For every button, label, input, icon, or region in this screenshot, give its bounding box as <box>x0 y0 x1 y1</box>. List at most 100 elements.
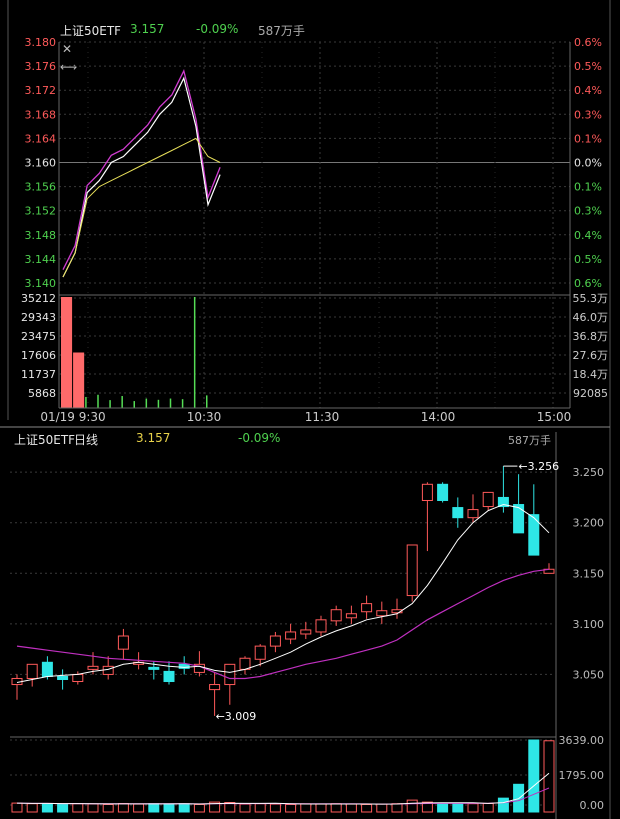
resize-icon[interactable]: ⟷ <box>60 60 78 74</box>
daily-volume-bar <box>497 797 509 813</box>
candlestick <box>163 670 175 683</box>
daily-volume-bar <box>300 803 312 813</box>
daily-price: 3.157 <box>136 431 171 445</box>
candlestick <box>117 635 129 650</box>
daily-volume-bar <box>193 803 205 813</box>
daily-change: -0.09% <box>238 431 281 445</box>
volume-bar <box>181 399 184 408</box>
volume-bar <box>206 395 208 408</box>
candlestick <box>72 673 84 683</box>
candlestick <box>87 665 99 670</box>
candlestick <box>528 514 540 556</box>
candlestick <box>102 665 114 675</box>
price-line <box>62 76 221 278</box>
pct-tick-label: 0.6% <box>574 36 602 49</box>
volume-tick-label: 17606 <box>21 349 56 362</box>
daily-volume: 587万手 <box>508 434 551 447</box>
price-tick-label: 3.180 <box>25 36 57 49</box>
daily-volume-tick-label: 0.00 <box>580 799 605 812</box>
pct-tick-label: 0.6% <box>574 277 602 290</box>
daily-volume-bar <box>437 802 449 813</box>
daily-volume-bar <box>133 803 145 813</box>
daily-volume-bar <box>224 802 236 813</box>
volume-bar <box>73 352 85 408</box>
pct-tick-label: 0.3% <box>574 205 602 218</box>
candlestick <box>391 609 403 614</box>
candlestick <box>254 645 266 660</box>
candlestick <box>543 568 555 574</box>
candlestick <box>148 666 160 670</box>
daily-volume-bar <box>482 802 494 813</box>
time-tick-label: 14:00 <box>421 410 456 424</box>
volume-tick-label: 23475 <box>21 330 56 343</box>
volume-bar <box>85 396 87 408</box>
daily-price-tick-label: 3.050 <box>573 668 605 681</box>
volume-tick-label: 5868 <box>28 387 56 400</box>
time-tick-label: 15:00 <box>537 410 572 424</box>
candlestick <box>406 544 418 597</box>
daily-volume-bar <box>330 803 342 813</box>
price-tick-label: 3.144 <box>25 253 57 266</box>
volume-bar <box>193 297 196 408</box>
volume-bar <box>97 394 99 408</box>
price-tick-label: 3.172 <box>25 84 57 97</box>
candlestick <box>269 635 281 647</box>
candlestick <box>376 610 388 617</box>
daily-volume-bar <box>178 803 190 813</box>
volume-right-tick-label: 55.3万 <box>573 292 609 305</box>
candlestick <box>345 613 357 619</box>
volume-right-tick-label: 46.0万 <box>573 311 609 324</box>
candlestick <box>315 619 327 633</box>
volume-ma-long <box>16 787 550 805</box>
pct-tick-label: 0.3% <box>574 108 602 121</box>
volume-bar <box>145 398 148 408</box>
price-tick-label: 3.152 <box>25 205 57 218</box>
pct-tick-label: 0.1% <box>574 132 602 145</box>
price-tick-label: 3.168 <box>25 108 57 121</box>
price-tick-label: 3.140 <box>25 277 57 290</box>
candlestick <box>26 663 38 679</box>
daily-volume-tick-label: 3639.00 <box>559 734 605 747</box>
daily-volume-bar <box>72 803 84 813</box>
change-percent: -0.09% <box>196 22 239 36</box>
daily-volume-bar <box>254 803 266 813</box>
volume-right-tick-label: 36.8万 <box>573 330 609 343</box>
daily-volume-bar <box>361 803 373 813</box>
daily-volume-bar <box>239 803 251 813</box>
security-name: 上证50ETF <box>60 24 122 38</box>
daily-volume-bar <box>269 803 281 813</box>
daily-volume-bar <box>452 803 464 813</box>
low-annotation-label: ←3.009 <box>216 710 257 723</box>
volume-right-tick-label: 18.4万 <box>573 368 609 381</box>
daily-volume-bar <box>376 803 388 813</box>
time-tick-label: 11:30 <box>305 410 340 424</box>
candlestick <box>178 663 190 669</box>
daily-volume-bar <box>285 803 297 813</box>
volume-bar <box>169 398 172 408</box>
candlestick <box>437 483 449 501</box>
daily-volume-bar <box>543 740 555 813</box>
volume-tick-label: 35212 <box>21 292 56 305</box>
candlestick <box>467 509 479 519</box>
price-tick-label: 3.176 <box>25 60 57 73</box>
candlestick <box>421 483 433 501</box>
pct-tick-label: 0.0% <box>574 157 602 170</box>
daily-volume-bar <box>315 803 327 813</box>
daily-security-name: 上证50ETF <box>14 433 76 447</box>
price-tick-label: 3.164 <box>25 132 57 145</box>
daily-volume-bar <box>148 803 160 813</box>
daily-price-tick-label: 3.100 <box>573 618 605 631</box>
ma-line-short <box>16 503 550 683</box>
volume-total: 587万手 <box>258 24 305 38</box>
volume-ma-short <box>16 772 550 805</box>
volume-right-tick-label: 92085 <box>573 387 608 400</box>
daily-price-tick-label: 3.200 <box>573 517 605 530</box>
price-line-purple <box>62 69 221 270</box>
volume-bar <box>133 401 135 408</box>
daily-volume-bar <box>117 802 129 813</box>
candlestick <box>452 507 464 519</box>
price-tick-label: 3.160 <box>25 157 57 170</box>
close-icon[interactable]: ✕ <box>61 42 73 56</box>
volume-bar <box>109 400 111 408</box>
